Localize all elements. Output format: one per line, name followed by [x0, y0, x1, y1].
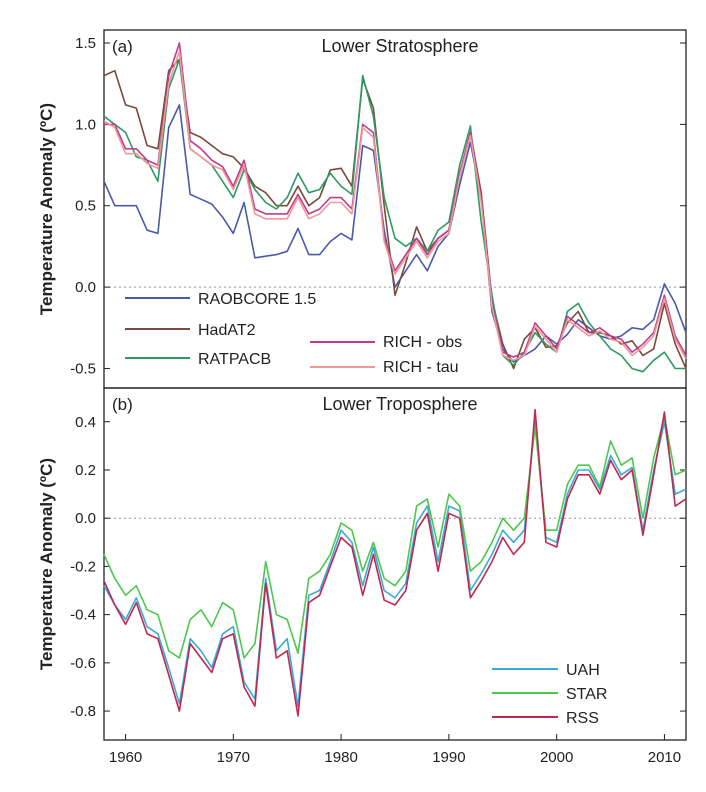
legend-label-rich-tau: RICH - tau [383, 359, 459, 376]
panel-b-y-ticks: 0.4 0.2 0.0 -0.2 -0.4 -0.6 -0.8 [70, 414, 686, 720]
legend-label-ratpacb: RATPACB [198, 351, 271, 368]
panel-b-x-ticks: 1960 1970 1980 1990 2000 2010 [109, 734, 681, 766]
panel-a-legend: RAOBCORE 1.5 HadAT2 RATPACB RICH - obs R… [125, 291, 462, 376]
series-line-hadat2 [103, 58, 687, 370]
legend-label-uah: UAH [566, 662, 600, 679]
panel-b-lower-troposphere: 0.40.20.0-0.2-0.4-0.6-0.8 1960 1970 1980 19… [70, 387, 687, 766]
panel-b-ytick-label: -0.4 [70, 607, 96, 624]
panel-a-lower-stratosphere: 1.51.00.50.0-0.5 (a) Lower Stratosphere … [70, 29, 687, 389]
legend-label-rich-obs: RICH - obs [383, 334, 462, 351]
panel-b-series [103, 408, 687, 717]
panel-a-ytick-label: 1.0 [75, 116, 96, 133]
panel-b-ytick-label: -0.8 [70, 703, 96, 720]
x-tick-label: 1990 [432, 749, 465, 766]
panel-b-y-axis-label: Temperature Anomaly (ºC) [37, 458, 56, 670]
panel-a-ytick-label: 1.5 [75, 35, 96, 52]
panel-a-y-axis-label: Temperature Anomaly (ºC) [37, 103, 56, 315]
series-line-star [103, 416, 687, 659]
panel-a-series [103, 42, 687, 373]
series-line-raobcore-1-5 [103, 104, 687, 363]
x-tick-label: 2000 [540, 749, 573, 766]
panel-b-ytick-label: -0.6 [70, 655, 96, 672]
series-line-uah [103, 420, 687, 708]
panel-b-ytick-label: 0.4 [75, 414, 96, 431]
panel-b-ytick-label: 0.2 [75, 462, 96, 479]
panel-b-frame [103, 387, 687, 741]
panel-b-legend: UAH STAR RSS [492, 662, 607, 727]
x-tick-label: 1970 [217, 749, 250, 766]
panel-b-label: (b) [112, 395, 133, 414]
series-line-ratpacb [103, 58, 686, 373]
panel-a-ytick-label: 0.5 [75, 198, 96, 215]
legend-label-hadat2: HadAT2 [198, 322, 256, 339]
series-line-rss [103, 408, 687, 717]
series-line-rich-tau [103, 50, 687, 362]
legend-label-raobcore: RAOBCORE 1.5 [198, 291, 316, 308]
legend-label-rss: RSS [566, 710, 599, 727]
panel-a-ytick-label: -0.5 [70, 360, 96, 377]
panel-b-ytick-label: -0.2 [70, 558, 96, 575]
panel-b-title: Lower Troposphere [322, 394, 477, 414]
x-tick-label: 1980 [324, 749, 357, 766]
panel-b-ytick-label: 0.0 [75, 510, 96, 527]
panel-a-y-ticks: 1.5 1.0 0.5 0.0 -0.5 [70, 35, 686, 377]
x-tick-label: 2010 [648, 749, 681, 766]
x-tick-label: 1960 [109, 749, 142, 766]
panel-a-title: Lower Stratosphere [321, 36, 478, 56]
legend-label-star: STAR [566, 686, 607, 703]
series-line-rich-obs [104, 42, 687, 358]
panel-a-label: (a) [112, 37, 133, 56]
panel-a-ytick-label: 0.0 [75, 279, 96, 296]
